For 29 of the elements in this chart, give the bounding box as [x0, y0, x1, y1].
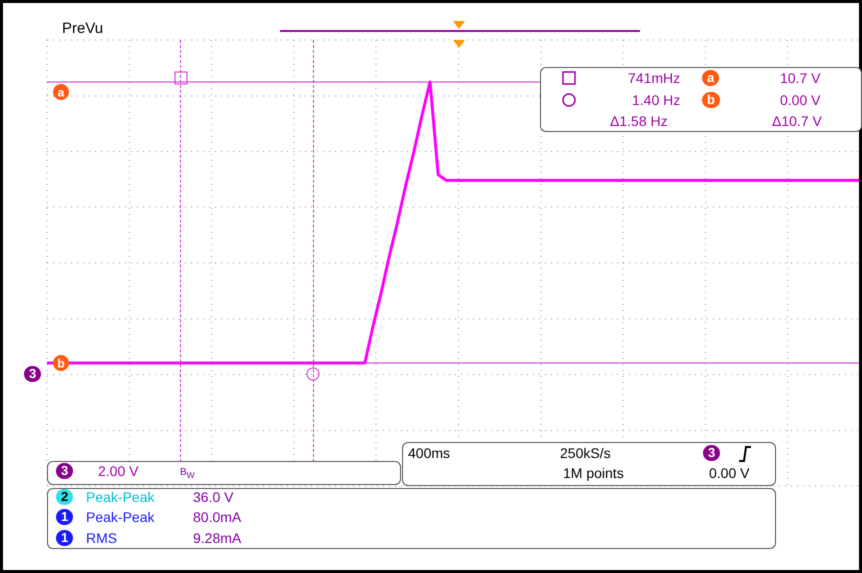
text: 1M points	[563, 465, 624, 481]
text: 2.00 V	[98, 463, 138, 479]
text: 36.0 V	[193, 489, 234, 505]
text: 2	[56, 489, 74, 505]
text: 3	[703, 445, 720, 461]
annotation: Δ1.58 Hz	[610, 113, 668, 129]
text: RMS	[86, 530, 118, 546]
text: 1	[56, 530, 74, 546]
text: 400ms	[408, 445, 450, 461]
annotation: 10.7 V	[780, 70, 820, 86]
text: PreVu	[62, 20, 104, 37]
text: Peak-Peak	[86, 509, 154, 525]
ref-line-label: b	[57, 356, 65, 370]
text: 250kS/s	[560, 445, 611, 461]
annotation: b	[702, 92, 720, 108]
ref-line-label: a	[58, 85, 65, 100]
annotation: 0.00 V	[780, 92, 820, 108]
text: 9.28mA	[193, 530, 242, 546]
annotation: Δ10.7 V	[772, 113, 822, 129]
text: 3	[24, 366, 42, 382]
annotation: 741mHz	[628, 70, 680, 86]
text: B$_{W}$	[180, 466, 195, 482]
text: 1	[56, 509, 74, 525]
text: 0.00 V	[709, 465, 750, 481]
text: 80.0mA	[193, 509, 242, 525]
annotation: 1.40 Hz	[632, 92, 680, 108]
annotation: a	[702, 70, 720, 86]
text: Peak-Peak	[86, 489, 154, 505]
text: 3	[56, 463, 74, 479]
